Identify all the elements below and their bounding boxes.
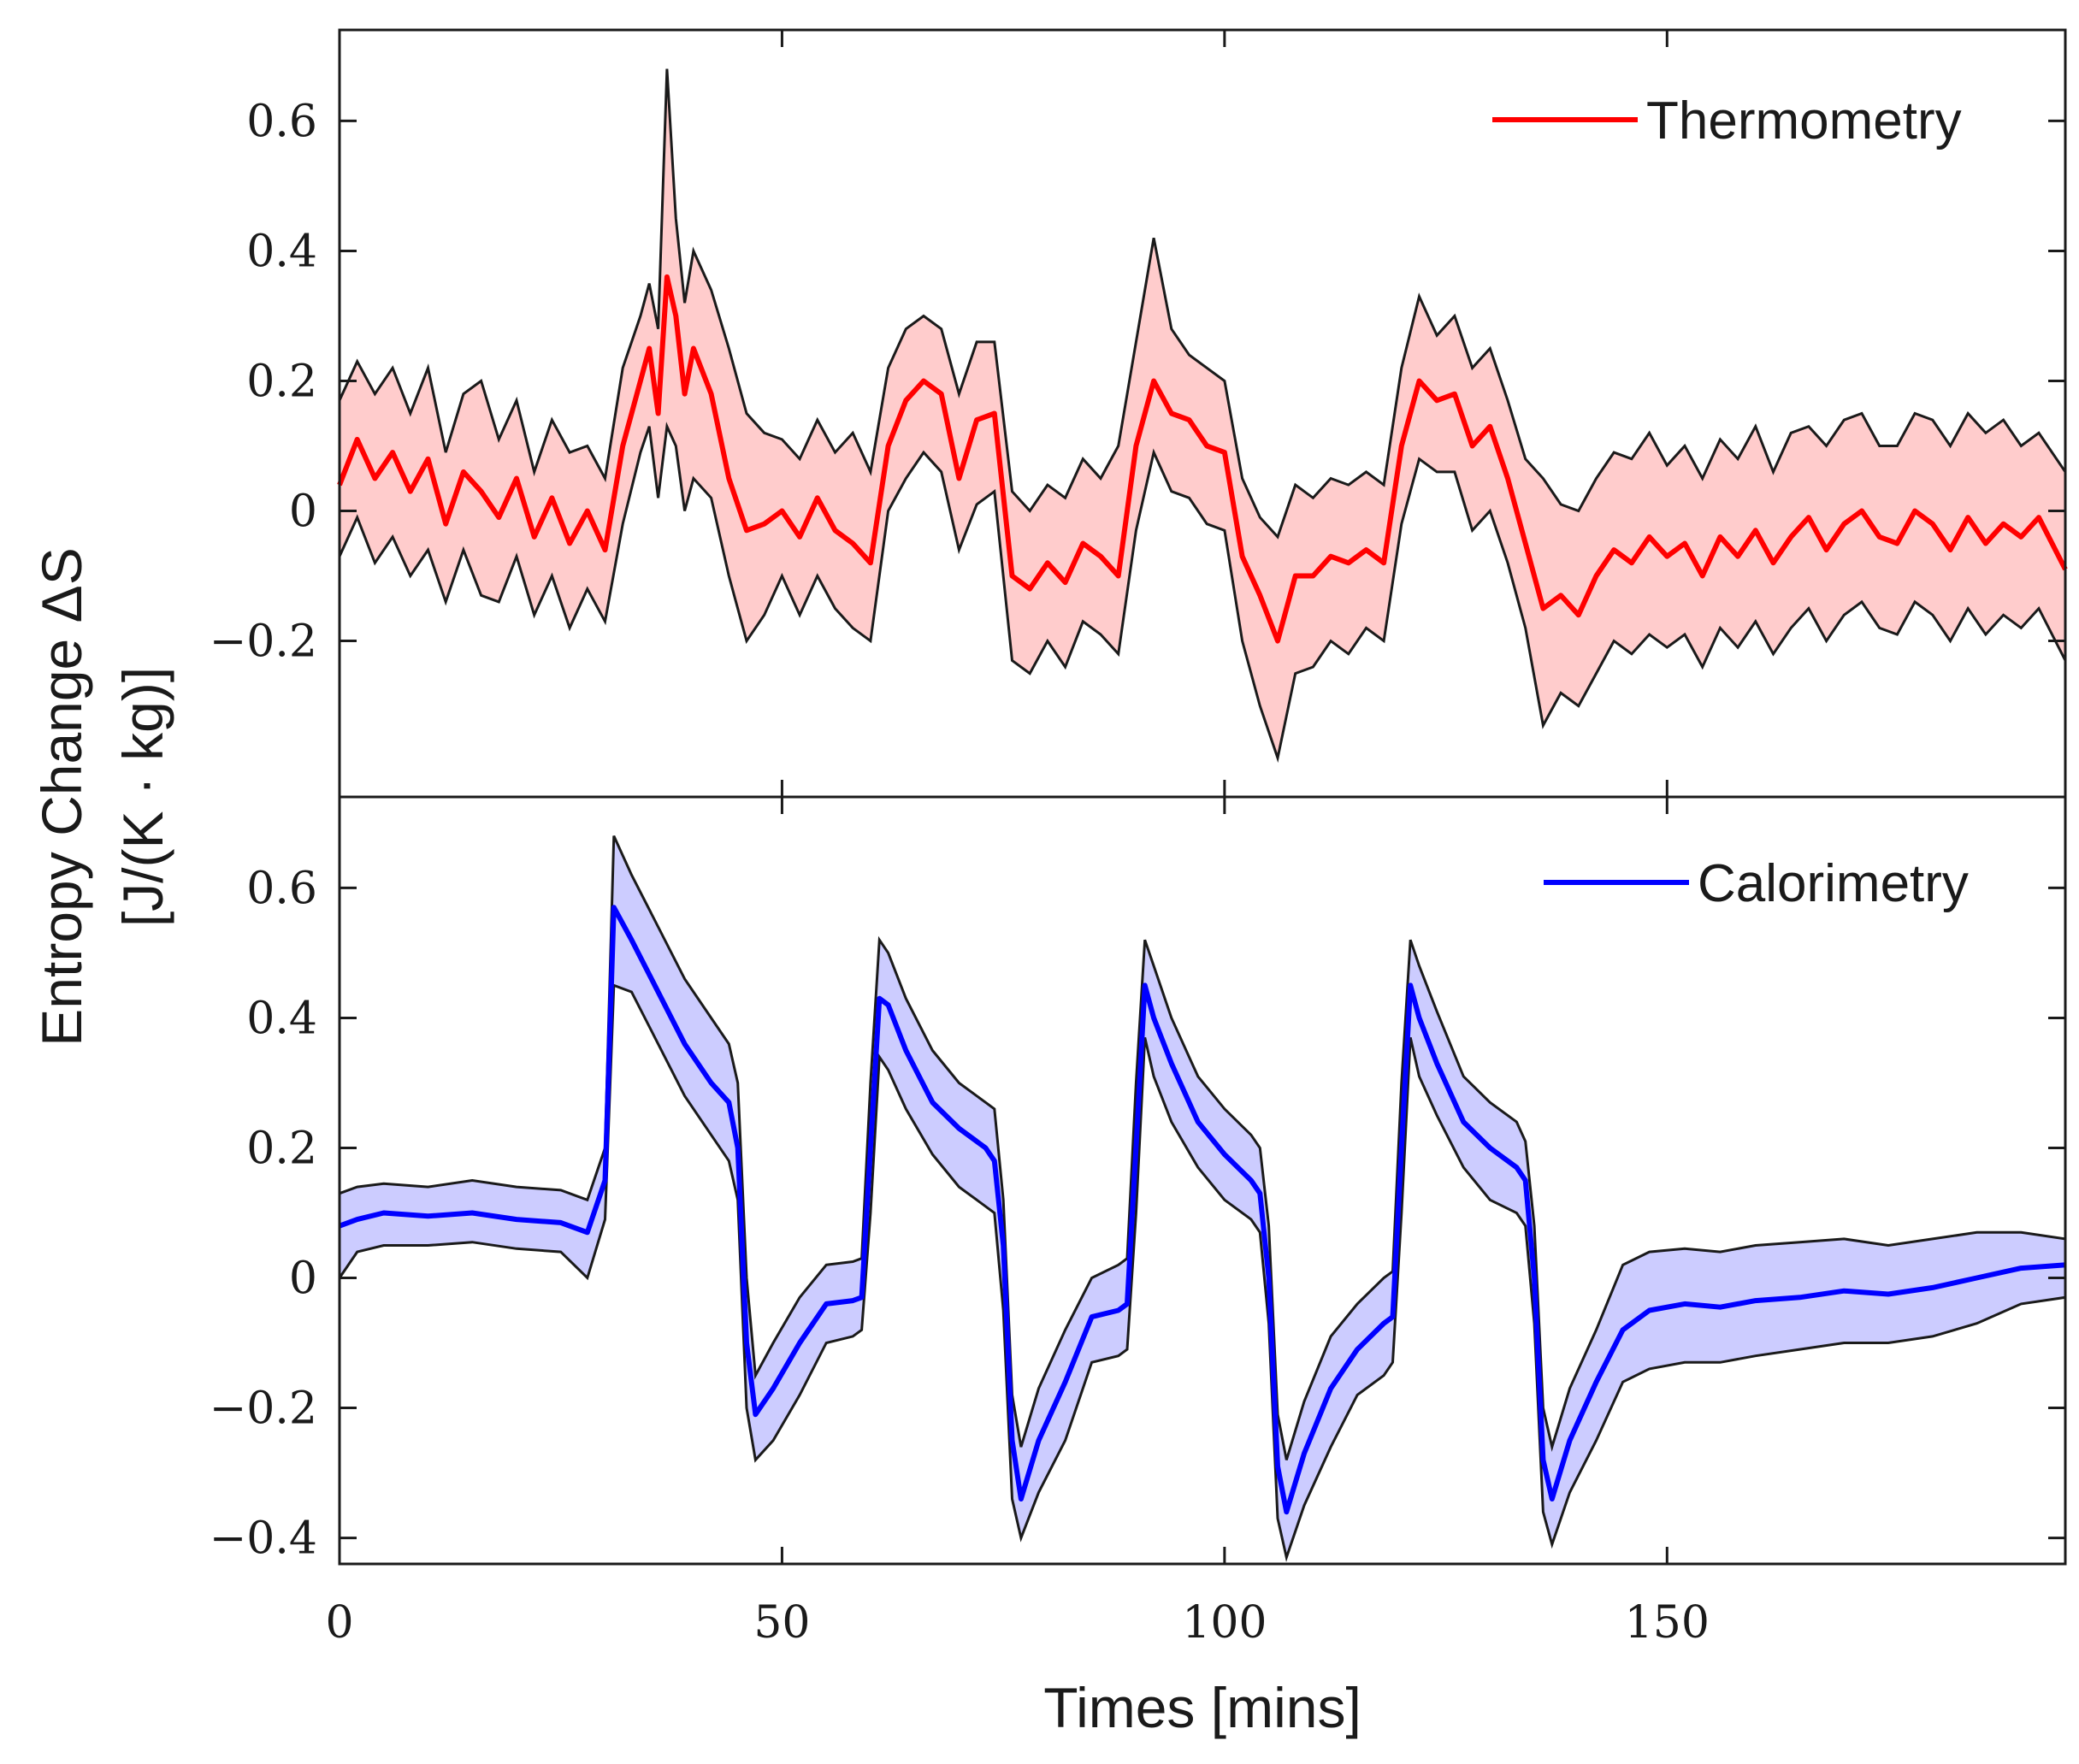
- thermometry-lower-bound: [338, 422, 2067, 764]
- thermometry-band-area: [340, 68, 2065, 758]
- calorimetry-confidence-band: [338, 835, 2066, 1562]
- x-axis-title: Times [mins]: [1043, 1676, 1361, 1739]
- y-tick-label: 0.6: [246, 96, 317, 147]
- calorimetry-legend: Calorimetry: [1544, 854, 1969, 913]
- thermometry-y-axis: −0.2 0 0.2 0.4 0.6: [210, 30, 2065, 797]
- calorimetry-series: [338, 905, 2066, 1515]
- x-axis: 0 50 100 150: [325, 1597, 1709, 1649]
- calorimetry-band-area: [340, 835, 2065, 1558]
- calorimetry-y-axis: −0.4 −0.2 0 0.2 0.4 0.6: [210, 797, 2065, 1565]
- thermometry-series: [337, 274, 2068, 644]
- calorimetry-upper-bound: [339, 835, 2066, 1460]
- calorimetry-lower-bound: [338, 983, 2066, 1562]
- thermometry-mean-line: [337, 274, 2068, 644]
- y-tick-label: 0.6: [246, 863, 317, 914]
- y-tick-label: 0.4: [246, 226, 317, 277]
- y-tick-label: 0.2: [246, 356, 317, 407]
- x-tick-label: 100: [1182, 1597, 1267, 1649]
- y-axis-title-line2: [J/(K · kg)]: [111, 667, 174, 927]
- legend-label: Calorimetry: [1698, 854, 1969, 913]
- x-tick-label: 50: [753, 1597, 810, 1649]
- y-tick-label: 0: [289, 1254, 317, 1305]
- y-tick-label: −0.4: [210, 1513, 317, 1565]
- plot-frame-bottom: [338, 795, 2067, 1566]
- thermometry-panel: −0.2 0 0.2 0.4 0.6 Thermometry: [210, 30, 2068, 797]
- thermometry-confidence-band: [338, 68, 2067, 764]
- x-tick-label: 150: [1625, 1597, 1710, 1649]
- y-tick-label: 0.4: [246, 993, 317, 1044]
- x-tick-label: 0: [325, 1597, 353, 1649]
- y-tick-label: 0: [289, 487, 317, 538]
- y-tick-label: −0.2: [210, 617, 317, 668]
- y-tick-label: −0.2: [210, 1383, 317, 1435]
- y-axis-title-line1: Entropy Change ΔS: [30, 547, 93, 1046]
- calorimetry-panel: −0.4 −0.2 0 0.2 0.4 0.6 Calorimetry: [210, 797, 2066, 1565]
- thermometry-upper-bound: [338, 68, 2067, 540]
- thermometry-legend: Thermometry: [1492, 91, 1962, 150]
- y-tick-label: 0.2: [246, 1123, 317, 1174]
- calorimetry-mean-line: [338, 905, 2066, 1515]
- legend-label: Thermometry: [1646, 91, 1962, 150]
